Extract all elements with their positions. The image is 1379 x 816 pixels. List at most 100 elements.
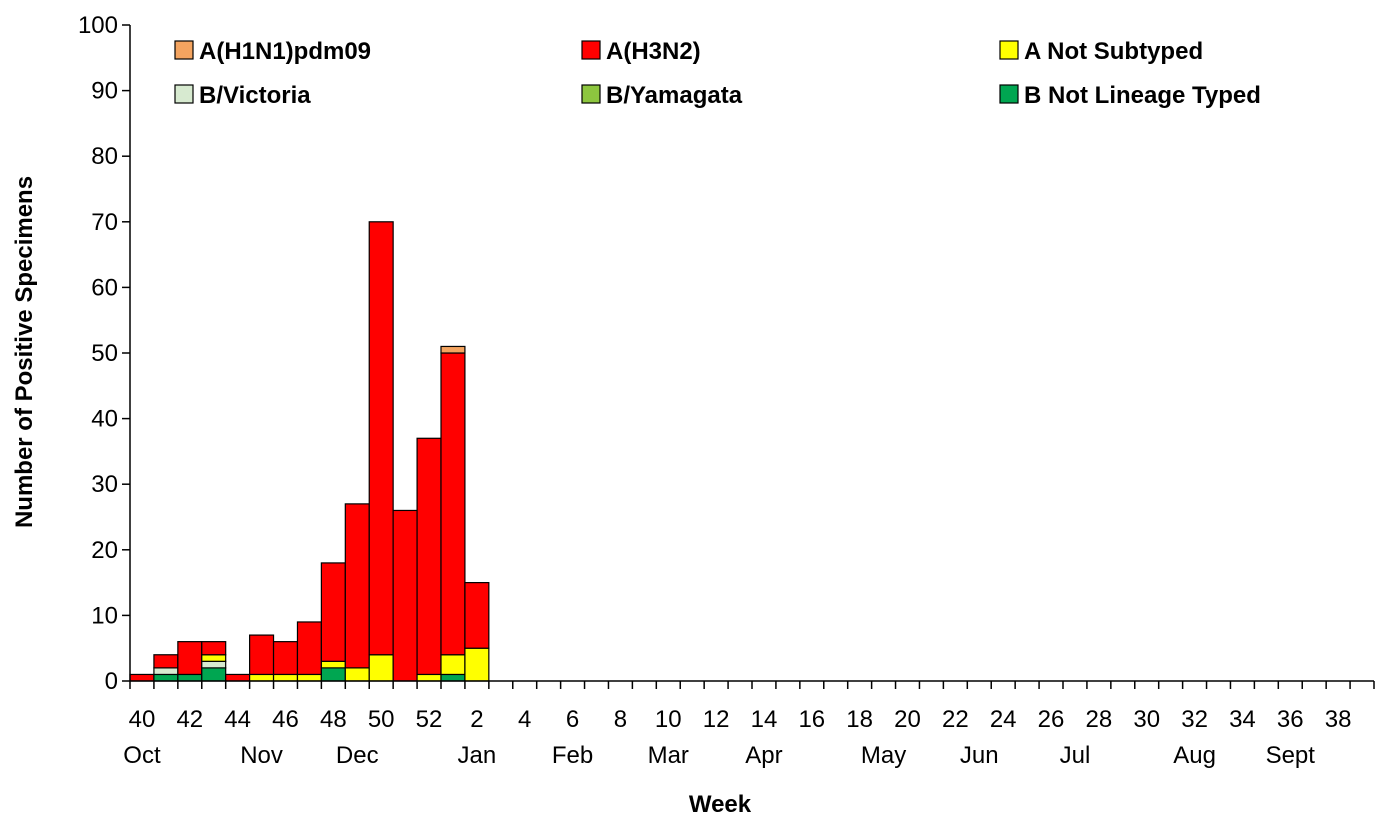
legend-label: A(H1N1)pdm09 (199, 38, 371, 65)
bar-segment-week-43-series-0 (201, 667, 227, 682)
bar-segment-week-50-series-3 (368, 654, 394, 682)
x-axis-title: Week (689, 791, 752, 816)
legend-swatch (174, 40, 194, 60)
x-tick-label: 4 (518, 706, 531, 733)
x-tick-label: 16 (798, 706, 825, 733)
x-tick-label: 46 (272, 706, 299, 733)
x-tick-label: 22 (942, 706, 969, 733)
month-label: Apr (745, 742, 782, 769)
y-tick-label: 10 (91, 602, 118, 629)
bar-segment-week-1-series-4 (440, 352, 466, 656)
y-tick-label: 0 (105, 668, 118, 695)
x-tick-label: 24 (990, 706, 1017, 733)
bar-segment-week-48-series-0 (320, 667, 346, 682)
legend-label: B/Yamagata (606, 82, 743, 109)
x-tick-label: 2 (470, 706, 483, 733)
y-axis-title: Number of Positive Specimens (11, 176, 38, 528)
y-tick-label: 30 (91, 471, 118, 498)
x-tick-label: 44 (224, 706, 251, 733)
x-tick-label: 34 (1229, 706, 1256, 733)
bar-segment-week-2-series-3 (464, 647, 490, 682)
month-label: Oct (123, 742, 161, 769)
x-tick-label: 36 (1277, 706, 1304, 733)
bar-segment-week-42-series-4 (177, 641, 203, 676)
x-tick-label: 14 (751, 706, 778, 733)
legend: A(H1N1)pdm09 A(H3N2) A Not Subtyped B/Victo… (174, 38, 1261, 109)
x-tick-label: 8 (614, 706, 627, 733)
y-tick-label: 50 (91, 340, 118, 367)
legend-label: B Not Lineage Typed (1024, 82, 1261, 109)
bar-segment-week-45-series-4 (249, 634, 275, 676)
x-tick-label: 28 (1086, 706, 1113, 733)
month-label: Mar (648, 742, 689, 769)
x-tick-label: 10 (655, 706, 682, 733)
bar-segment-week-1-series-0 (440, 673, 466, 682)
x-tick-label: 30 (1133, 706, 1160, 733)
bars-layer (129, 221, 490, 682)
y-tick-label: 80 (91, 143, 118, 170)
y-tick-label: 70 (91, 209, 118, 236)
bar-segment-week-43-series-3 (201, 654, 227, 662)
x-tick-label: 32 (1181, 706, 1208, 733)
month-label: Dec (336, 742, 379, 769)
month-label: Feb (552, 742, 593, 769)
bar-segment-week-46-series-4 (272, 641, 299, 676)
bar-segment-week-50-series-4 (368, 221, 394, 656)
bar-segment-week-2-series-4 (464, 581, 490, 649)
bar-segment-week-52-series-4 (416, 437, 442, 676)
legend-swatch (174, 84, 194, 104)
bar-segment-week-43-series-4 (201, 641, 227, 656)
bar-segment-week-51-series-4 (392, 509, 418, 682)
y-tick-label: 20 (91, 537, 118, 564)
y-ticks: 0 10 20 30 40 50 60 70 80 90 100 (78, 12, 130, 695)
bar-segment-week-42-series-0 (177, 673, 203, 682)
axes-layer (129, 25, 1374, 682)
bar-segment-week-1-series-5 (440, 345, 466, 354)
bar-segment-week-48-series-3 (320, 660, 346, 669)
bar-segment-week-52-series-3 (416, 673, 442, 682)
bar-segment-week-44-series-4 (225, 673, 251, 682)
legend-label: B/Victoria (199, 82, 311, 109)
bar-segment-week-43-series-2 (201, 660, 227, 669)
month-label: Nov (240, 742, 283, 769)
bar-segment-week-49-series-4 (344, 503, 370, 669)
bar-segment-week-41-series-0 (153, 673, 179, 682)
x-tick-label: 18 (846, 706, 873, 733)
y-tick-label: 90 (91, 78, 118, 105)
legend-swatch (999, 40, 1019, 60)
month-label: Aug (1173, 742, 1216, 769)
month-label: Jun (960, 742, 999, 769)
legend-swatch (581, 40, 601, 60)
bar-segment-week-46-series-3 (272, 673, 299, 682)
x-tick-label: 12 (703, 706, 730, 733)
month-label: Jul (1060, 742, 1091, 769)
month-label: Jan (458, 742, 497, 769)
bar-segment-week-47-series-3 (296, 673, 322, 682)
x-tick-label: 48 (320, 706, 347, 733)
y-tick-label: 60 (91, 274, 118, 301)
bar-segment-week-41-series-2 (153, 667, 179, 676)
month-label: Sept (1266, 742, 1316, 769)
bar-segment-week-1-series-3 (440, 654, 466, 676)
legend-swatch (581, 84, 601, 104)
month-labels: Oct Nov Dec Jan Feb Mar Apr May Jun Jul Aug Sept (123, 742, 1315, 769)
x-tick-label: 38 (1325, 706, 1352, 733)
y-tick-label: 40 (91, 406, 118, 433)
bar-segment-week-45-series-3 (249, 673, 275, 682)
bar-segment-week-49-series-3 (344, 667, 370, 682)
bar-segment-week-47-series-4 (296, 621, 322, 676)
legend-label: A Not Subtyped (1024, 38, 1203, 65)
bar-segment-week-48-series-4 (320, 562, 346, 662)
x-tick-label: 20 (894, 706, 921, 733)
y-tick-label: 100 (78, 12, 118, 39)
x-tick-label: 6 (566, 706, 579, 733)
x-ticks: 40 42 44 46 48 50 52 2 4 6 8 10 12 14 16 18 20 22 24 26 28 30… (129, 681, 1375, 733)
bar-segment-week-41-series-4 (153, 654, 179, 669)
legend-label: A(H3N2) (606, 38, 701, 65)
x-tick-label: 50 (368, 706, 395, 733)
x-tick-label: 40 (129, 706, 156, 733)
legend-swatch (999, 84, 1019, 104)
x-tick-label: 42 (176, 706, 203, 733)
x-tick-label: 26 (1038, 706, 1065, 733)
